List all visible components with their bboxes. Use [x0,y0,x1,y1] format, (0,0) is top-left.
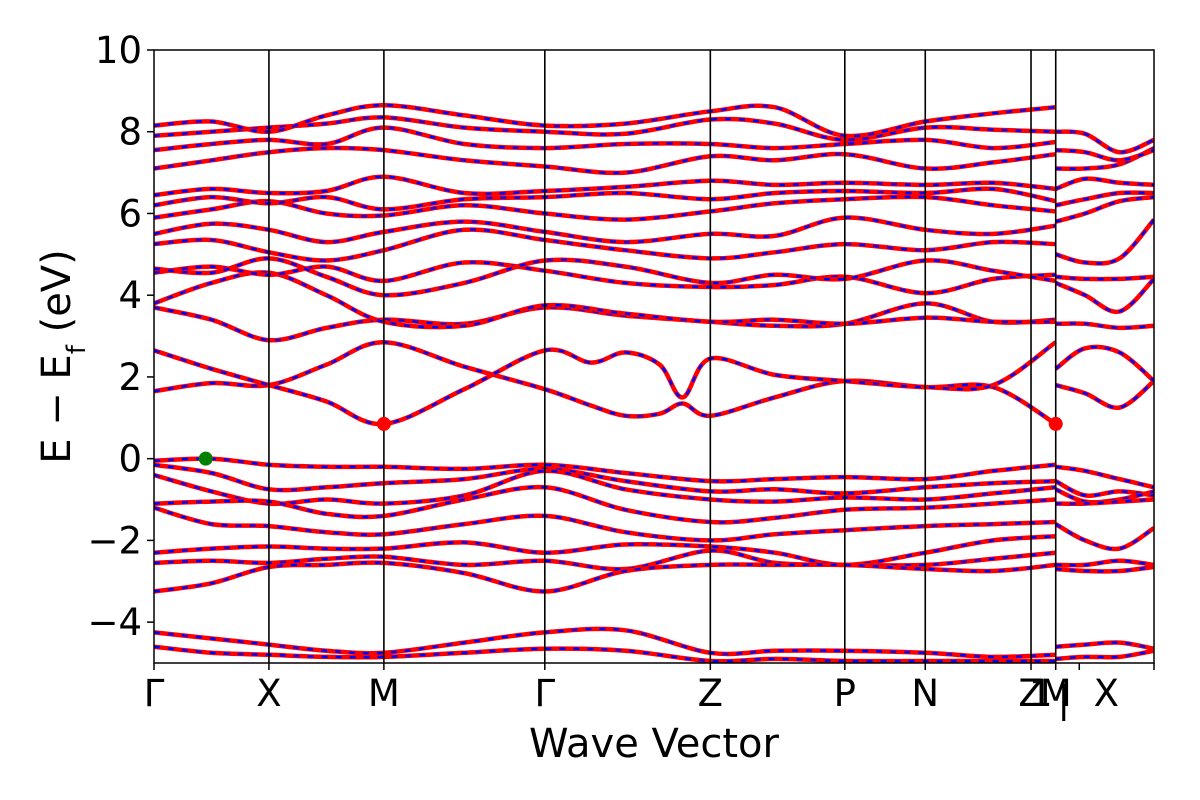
band-9-down [154,645,1056,663]
x-tick-label-3: Γ [534,672,555,715]
band-4-up [154,505,1056,543]
band-11-down [154,341,1057,426]
band-28-down [1055,498,1154,506]
y-axis-label-unit: (eV) [34,249,80,345]
band-1-up [154,462,1056,496]
band-37-up [1054,277,1154,315]
band-29-up [1054,522,1154,552]
band-30-down [1055,559,1154,567]
x-tick-label-4: Z [698,672,723,715]
x-tick-label-2: M [368,672,400,715]
kpoint-lines [268,50,1057,663]
x-tick-label-11: X [1094,672,1119,715]
band-16-down [154,228,1056,262]
markers-layer [198,416,1063,466]
band-23-down [154,116,1056,142]
y-tick-label-5: 6 [118,192,142,235]
y-axis-label-sub: f [62,344,92,354]
band-35-up [1054,344,1154,383]
x-axis-label: Wave Vector [529,721,780,767]
y-axis-label-main: E − E [34,354,80,464]
band-24-up [154,102,1056,139]
y-tick-label-4: 4 [118,274,142,317]
band-20-down [154,175,1056,197]
band-7-up [154,560,1056,594]
band-45-down [1055,130,1154,154]
band-17-down [154,216,1056,244]
band-14-down [154,260,1056,295]
y-axis-label: E − Ef (eV) [34,249,92,464]
band-40-down [1055,195,1154,223]
x-tick-label-0: Γ [144,672,165,715]
x-tick-label-1: X [256,672,281,715]
y-tick-label-1: −2 [87,519,142,562]
band-44-down [1055,148,1154,162]
extremum-marker-0 [198,451,213,466]
x-tick-label-10: | [1057,678,1069,721]
extremum-marker-1 [376,416,391,431]
band-0-down [154,457,1056,483]
x-tick-label-9: 1 [1029,672,1053,715]
y-tick-label-6: 8 [118,111,142,154]
band-8-down [154,627,1056,659]
x-tick-label-6: N [911,672,939,715]
band-39-up [1055,218,1154,266]
extremum-marker-2 [1048,416,1063,431]
band-18-up [154,194,1056,222]
x-tick-label-8: M [1040,672,1072,715]
band-38-down [1055,275,1154,281]
band-8-up [154,626,1056,660]
band-31-down [1055,565,1154,573]
band-35-down [1054,345,1154,382]
band-33-down [1055,649,1154,661]
band-39-down [1055,218,1154,265]
band-41-down [1055,191,1154,207]
band-10-up [154,339,1057,426]
y-tick-label-7: 10 [95,29,142,72]
band-36-down [1055,322,1154,330]
band-25-down [1055,465,1154,489]
band-3-up [154,484,1056,525]
band-21-down [154,146,1056,175]
band-19-down [154,187,1056,211]
y-tick-label-2: 0 [118,438,142,481]
band-6-down [154,549,1056,571]
band-22-down [154,126,1056,152]
bands-layer [154,102,1154,663]
plot-frame [153,49,1155,664]
band-42-down [1055,177,1154,191]
x-tick-label-5: P [834,672,856,715]
y-tick-label-3: 2 [118,356,142,399]
band-5-down [154,535,1056,567]
x-tick-label-7: Z [1018,672,1043,715]
band-24-down [154,103,1056,138]
y-axis-ticks: −4 −2 0 2 4 6 8 10 [87,29,154,644]
band-12-down [154,302,1056,342]
band-13-down [154,271,1056,329]
band-2-down [154,469,1056,506]
y-tick-label-0: −4 [87,601,142,644]
band-15-down [154,257,1056,297]
band-29-down [1055,523,1154,551]
band-34-up [1055,379,1154,410]
band-32-down [1055,641,1154,650]
band-27-down [1055,488,1154,504]
